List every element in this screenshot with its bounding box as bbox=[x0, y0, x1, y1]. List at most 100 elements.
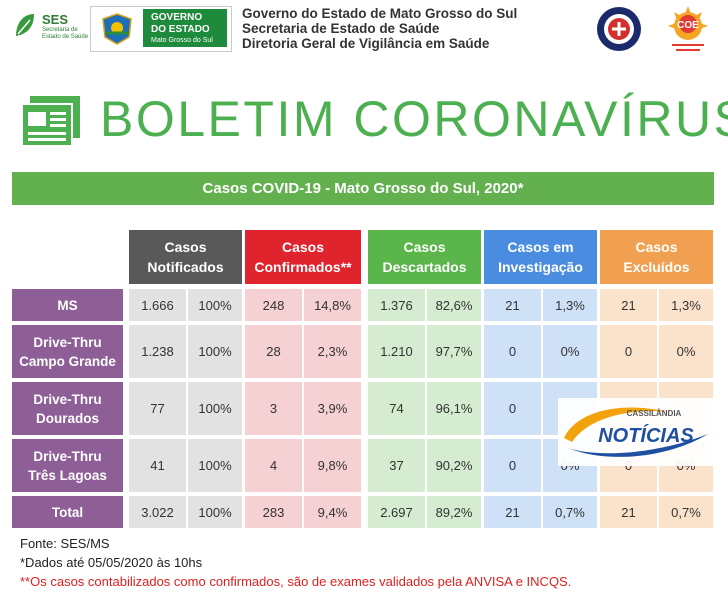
row-header-line2: Campo Grande bbox=[19, 353, 116, 369]
row-header-line1: Drive-Thru bbox=[33, 391, 102, 407]
table-cell: 2.697 bbox=[368, 496, 425, 528]
table-cell: 2,3% bbox=[304, 325, 361, 378]
header-line-1: Governo do Estado de Mato Grosso do Sul bbox=[242, 6, 518, 21]
table-cell: 3 bbox=[245, 382, 302, 435]
footer-note-confirmed: **Os casos contabilizados como confirmad… bbox=[20, 574, 572, 589]
column-header-0: Casos Notificados bbox=[129, 230, 242, 284]
table-cell: 100% bbox=[188, 325, 242, 378]
watermark-logo: CASSILÂNDIA NOTÍCIAS bbox=[558, 398, 714, 466]
table-cell: 248 bbox=[245, 289, 302, 321]
table-cell: 1.666 bbox=[129, 289, 186, 321]
ses-leaf-icon bbox=[16, 14, 34, 36]
table-cell: 0 bbox=[484, 325, 541, 378]
table-cell: 1,3% bbox=[659, 289, 713, 321]
row-header-line1: Total bbox=[51, 504, 84, 520]
coe-logo-text: COE bbox=[677, 20, 699, 31]
newspaper-icon bbox=[22, 96, 80, 146]
watermark-swoosh-icon: CASSILÂNDIA NOTÍCIAS bbox=[564, 407, 708, 457]
footer-note-date: *Dados até 05/05/2020 às 10hs bbox=[20, 555, 203, 570]
government-label-box: GOVERNO DO ESTADO Mato Grosso do Sul bbox=[143, 9, 227, 47]
table-cell: 1.376 bbox=[368, 289, 425, 321]
column-header-line1: Casos bbox=[403, 239, 446, 255]
header-line-3: Diretoria Geral de Vigilância em Saúde bbox=[242, 36, 490, 51]
table-cell: 3,9% bbox=[304, 382, 361, 435]
column-header-line2: Excluídos bbox=[623, 259, 690, 275]
government-logo: GOVERNO DO ESTADO Mato Grosso do Sul bbox=[90, 6, 232, 52]
table-cell: 1.210 bbox=[368, 325, 425, 378]
table-cell: 0% bbox=[659, 325, 713, 378]
table-cell: 0,7% bbox=[543, 496, 597, 528]
table-cell: 1,3% bbox=[543, 289, 597, 321]
table-cell: 100% bbox=[188, 439, 242, 492]
table-title: Casos COVID-19 - Mato Grosso do Sul, 202… bbox=[12, 172, 714, 205]
column-header-line2: Investigação bbox=[498, 259, 583, 275]
row-header-line2: Dourados bbox=[35, 410, 99, 426]
column-header-line2: Descartados bbox=[382, 259, 467, 275]
column-header-line1: Casos em bbox=[507, 239, 574, 255]
header-text: Governo do Estado de Mato Grosso do Sul … bbox=[242, 6, 517, 51]
table-cell: 0 bbox=[600, 325, 657, 378]
ses-logo: SES Secretaria de Estado de Saúde bbox=[14, 8, 88, 48]
state-coat-of-arms-icon bbox=[95, 11, 139, 47]
bulletin-title: BOLETIM CORONAVÍRUS bbox=[100, 91, 728, 147]
table-cell: 41 bbox=[129, 439, 186, 492]
header-line-2: Secretaria de Estado de Saúde bbox=[242, 21, 440, 36]
table-cell: 9,4% bbox=[304, 496, 361, 528]
row-header-line1: Drive-Thru bbox=[33, 448, 102, 464]
column-header-1: Casos Confirmados** bbox=[245, 230, 361, 284]
table-cell: 21 bbox=[600, 289, 657, 321]
row-header-line1: MS bbox=[57, 297, 78, 313]
table-cell: 1.238 bbox=[129, 325, 186, 378]
row-header: Drive-Thru Três Lagoas bbox=[12, 439, 123, 492]
table-cell: 90,2% bbox=[427, 439, 481, 492]
row-header-line1: Drive-Thru bbox=[33, 334, 102, 350]
table-cell: 89,2% bbox=[427, 496, 481, 528]
row-header: Drive-Thru Dourados bbox=[12, 382, 123, 435]
row-header: Drive-Thru Campo Grande bbox=[12, 325, 123, 378]
gov-logo-line1: GOVERNO bbox=[151, 12, 203, 23]
column-header-line2: Notificados bbox=[147, 259, 224, 275]
table-cell: 0% bbox=[543, 325, 597, 378]
table-cell: 82,6% bbox=[427, 289, 481, 321]
table-cell: 100% bbox=[188, 496, 242, 528]
column-header-line2: Confirmados** bbox=[254, 259, 352, 275]
watermark-line1: CASSILÂNDIA bbox=[627, 409, 682, 418]
table-cell: 21 bbox=[484, 289, 541, 321]
coe-logo-icon: COE bbox=[668, 6, 708, 51]
table-cell: 77 bbox=[129, 382, 186, 435]
column-header-3: Casos em Investigação bbox=[484, 230, 597, 284]
table-cell: 283 bbox=[245, 496, 302, 528]
table-cell: 0 bbox=[484, 382, 541, 435]
gov-logo-line2: DO ESTADO bbox=[151, 24, 210, 35]
column-header-2: Casos Descartados bbox=[368, 230, 481, 284]
table-cell: 100% bbox=[188, 289, 242, 321]
table-cell: 74 bbox=[368, 382, 425, 435]
health-surveillance-seal-icon bbox=[597, 7, 641, 51]
ses-logo-text: SES bbox=[42, 12, 69, 27]
table-cell: 97,7% bbox=[427, 325, 481, 378]
table-cell: 0,7% bbox=[659, 496, 713, 528]
column-header-4: Casos Excluídos bbox=[600, 230, 713, 284]
page-header: SES Secretaria de Estado de Saúde GOVERN… bbox=[0, 0, 728, 60]
row-header: Total bbox=[12, 496, 123, 528]
footer-source: Fonte: SES/MS bbox=[20, 536, 110, 551]
table-cell: 21 bbox=[484, 496, 541, 528]
table-cell: 28 bbox=[245, 325, 302, 378]
table-cell: 96,1% bbox=[427, 382, 481, 435]
row-header-line2: Três Lagoas bbox=[28, 467, 107, 483]
column-header-line1: Casos bbox=[281, 239, 325, 255]
gov-logo-line3: Mato Grosso do Sul bbox=[151, 37, 213, 44]
table-cell: 4 bbox=[245, 439, 302, 492]
table-cell: 14,8% bbox=[304, 289, 361, 321]
column-header-line1: Casos bbox=[635, 239, 678, 255]
table-cell: 21 bbox=[600, 496, 657, 528]
table-cell: 37 bbox=[368, 439, 425, 492]
row-header: MS bbox=[12, 289, 123, 321]
ses-logo-subtitle: Secretaria de Estado de Saúde bbox=[42, 27, 89, 40]
column-header-line1: Casos bbox=[164, 239, 207, 255]
table-cell: 3.022 bbox=[129, 496, 186, 528]
watermark-line2: NOTÍCIAS bbox=[598, 424, 694, 447]
table-cell: 0 bbox=[484, 439, 541, 492]
table-cell: 100% bbox=[188, 382, 242, 435]
table-cell: 9,8% bbox=[304, 439, 361, 492]
